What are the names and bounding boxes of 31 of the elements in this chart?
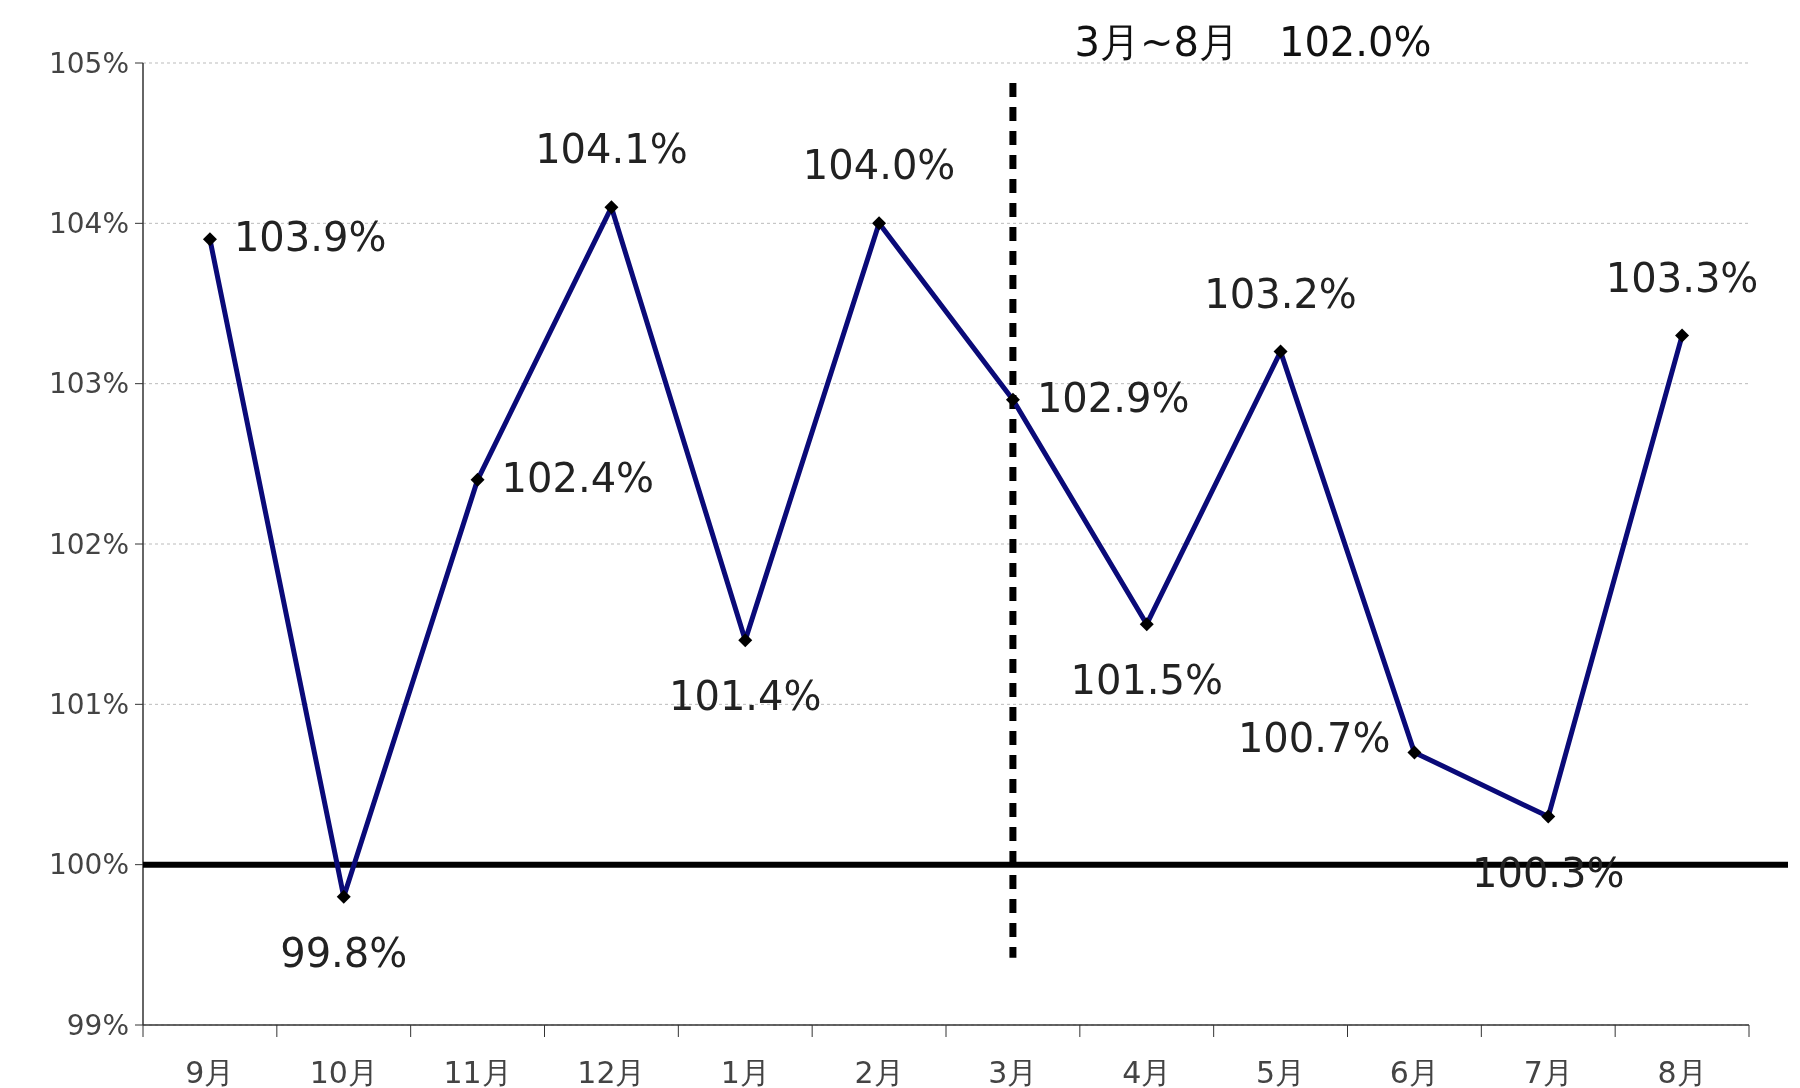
- data-label: 101.4%: [668, 673, 822, 720]
- x-tick-label: 4月: [1122, 1055, 1172, 1088]
- y-tick-label: 101%: [48, 688, 129, 722]
- data-label: 99.8%: [280, 929, 408, 976]
- x-tick-label: 2月: [854, 1055, 904, 1088]
- x-tick-label: 10月: [309, 1055, 378, 1088]
- data-label: 103.2%: [1204, 270, 1357, 317]
- data-label: 101.5%: [1070, 657, 1224, 704]
- data-label: 104.1%: [535, 126, 688, 173]
- x-tick-label: 6月: [1389, 1055, 1439, 1088]
- y-tick-label: 100%: [48, 848, 129, 882]
- y-tick-label: 102%: [48, 527, 129, 561]
- x-tick-label: 7月: [1523, 1055, 1573, 1088]
- data-label: 103.9%: [233, 214, 387, 261]
- x-tick-label: 1月: [720, 1055, 770, 1088]
- data-label: 103.3%: [1605, 254, 1759, 301]
- x-tick-label: 8月: [1657, 1055, 1707, 1088]
- data-label: 100.7%: [1237, 715, 1391, 762]
- data-label: 102.9%: [1036, 374, 1190, 421]
- x-tick-label: 5月: [1256, 1055, 1306, 1088]
- x-tick-label: 3月: [988, 1055, 1038, 1088]
- data-label: 102.4%: [501, 454, 655, 501]
- y-tick-label: 99%: [66, 1008, 129, 1042]
- y-tick-label: 104%: [48, 207, 129, 241]
- x-tick-label: 12月: [577, 1055, 646, 1088]
- y-tick-label: 105%: [48, 46, 129, 80]
- data-label: 104.0%: [802, 142, 956, 189]
- annotation: 3月~8月 102.0%: [1074, 19, 1432, 65]
- y-tick-label: 103%: [48, 367, 129, 401]
- x-tick-label: 11月: [443, 1055, 512, 1088]
- x-tick-label: 9月: [185, 1055, 235, 1088]
